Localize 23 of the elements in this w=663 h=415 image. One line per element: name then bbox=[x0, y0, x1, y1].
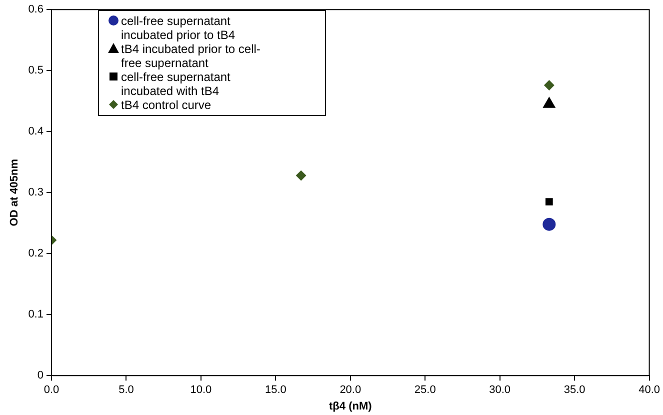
x-tick-label: 30.0 bbox=[489, 384, 511, 396]
x-axis-title: tβ4 (nM) bbox=[329, 400, 372, 412]
x-tick-label: 0.0 bbox=[44, 384, 60, 396]
point bbox=[545, 198, 553, 206]
y-tick-label: 0.2 bbox=[28, 248, 44, 260]
y-tick-label: 0.3 bbox=[28, 186, 44, 199]
y-tick-label: 0 bbox=[37, 370, 44, 382]
y-tick-label: 0.6 bbox=[28, 4, 44, 16]
y-tick-label: 0.1 bbox=[28, 308, 44, 321]
x-tick-label: 25.0 bbox=[414, 384, 436, 396]
x-tick-label: 5.0 bbox=[118, 384, 134, 396]
x-tick-label: 40.0 bbox=[638, 384, 660, 396]
x-tick-label: 20.0 bbox=[340, 384, 362, 396]
y-tick-label: 0.5 bbox=[28, 64, 44, 77]
legend-label: tB4 control curve bbox=[121, 98, 212, 112]
point bbox=[544, 80, 554, 90]
point bbox=[296, 170, 306, 181]
y-tick-label: 0.4 bbox=[28, 126, 44, 138]
x-tick-label: 15.0 bbox=[264, 384, 286, 396]
x-tick-label: 35.0 bbox=[564, 384, 586, 396]
x-tick-label: 10.0 bbox=[190, 384, 212, 396]
point bbox=[542, 218, 556, 231]
y-axis-title: OD at 405nm bbox=[8, 158, 21, 226]
